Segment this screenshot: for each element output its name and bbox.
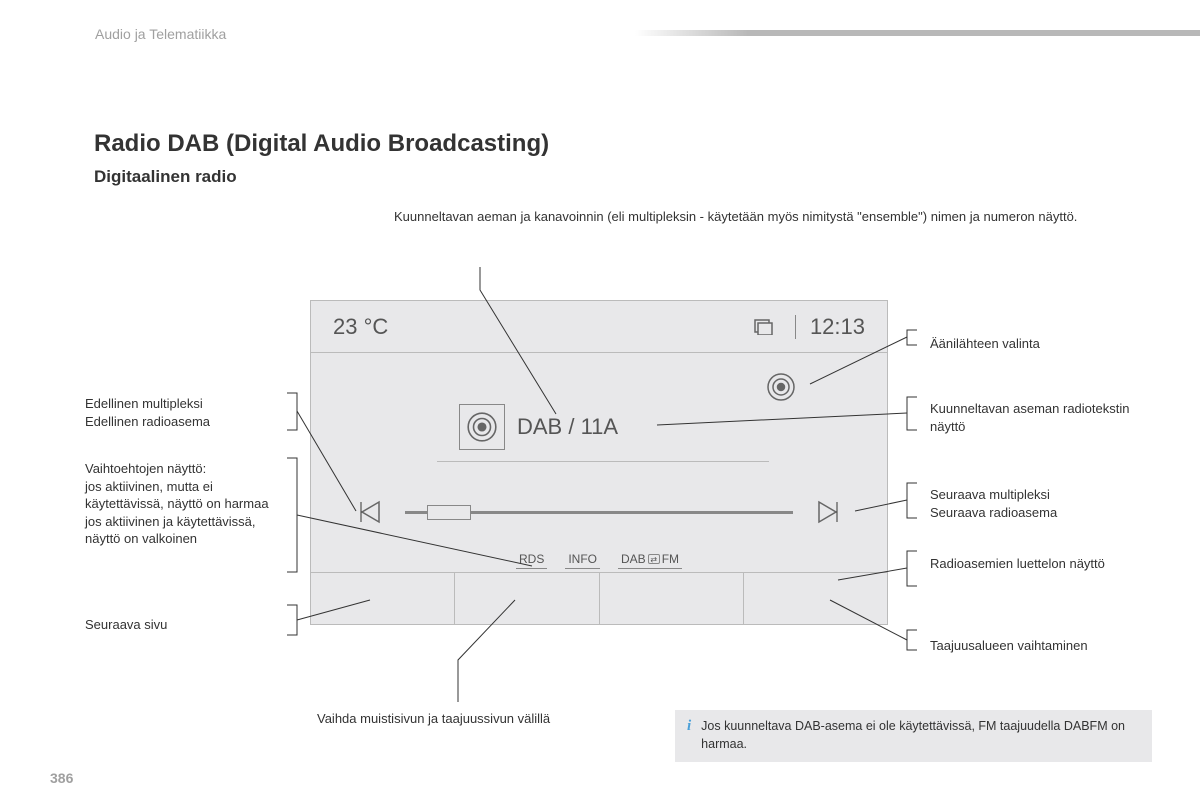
source-select-icon[interactable] (765, 371, 797, 403)
callout-next-page: Seuraava sivu (85, 616, 285, 634)
temperature-readout: 23 °C (333, 314, 753, 340)
callout-station-list: Radioasemien luettelon näyttö (930, 555, 1130, 573)
radio-boxed-icon[interactable] (459, 404, 505, 450)
bottom-button-4[interactable] (744, 573, 887, 624)
channel-label: DAB / 11A (517, 414, 618, 440)
callout-prev-multiplex: Edellinen multipleksiEdellinen radioasem… (85, 395, 280, 430)
info-box: i Jos kuunneltava DAB-asema ei ole käyte… (675, 710, 1152, 762)
mode-dab-fm: DAB ⇄ FM (618, 552, 682, 569)
info-icon: i (687, 718, 691, 735)
callout-radiotext: Kuunneltavan aseman radiotekstin näyttö (930, 400, 1130, 435)
header-gradient-bar (635, 30, 1200, 36)
mode-info: INFO (565, 552, 600, 569)
clock-readout: 12:13 (810, 314, 865, 340)
status-separator (795, 315, 796, 339)
info-box-text: Jos kuunneltava DAB-asema ei ole käytett… (701, 718, 1140, 753)
tuning-slider-thumb[interactable] (427, 505, 471, 520)
mode-indicator-row: RDS INFO DAB ⇄ FM (311, 552, 887, 572)
callout-band-change: Taajuusalueen vaihtaminen (930, 637, 1150, 655)
top-callout-text: Kuunneltavan aeman ja kanavoinnin (eli m… (394, 208, 1077, 226)
mode-rds: RDS (516, 552, 547, 569)
page-subtitle: Digitaalinen radio (94, 167, 237, 187)
bottom-button-3[interactable] (600, 573, 744, 624)
page-number: 386 (50, 770, 73, 786)
list-icon (753, 319, 773, 335)
callout-options-display: Vaihtoehtojen näyttö:jos aktiivinen, mut… (85, 460, 285, 548)
bottom-button-2[interactable] (455, 573, 599, 624)
channel-underline (437, 461, 769, 462)
page-title: Radio DAB (Digital Audio Broadcasting) (94, 130, 549, 158)
bottom-button-1[interactable] (311, 573, 455, 624)
callout-source-select: Äänilähteen valinta (930, 335, 1120, 353)
swap-icon: ⇄ (648, 554, 660, 564)
section-header: Audio ja Telematiikka (95, 26, 226, 42)
callout-memory-page: Vaihda muistisivun ja taajuussivun välil… (317, 711, 550, 726)
channel-row: DAB / 11A (459, 404, 618, 450)
callout-next-multiplex: Seuraava multipleksiSeuraava radioasema (930, 486, 1130, 521)
radio-screen-mockup: 23 °C 12:13 DAB / 11A RDS (310, 300, 888, 625)
previous-track-icon[interactable] (357, 499, 383, 525)
status-bar: 23 °C 12:13 (311, 301, 887, 353)
bottom-button-row (311, 572, 887, 624)
next-track-icon[interactable] (815, 499, 841, 525)
